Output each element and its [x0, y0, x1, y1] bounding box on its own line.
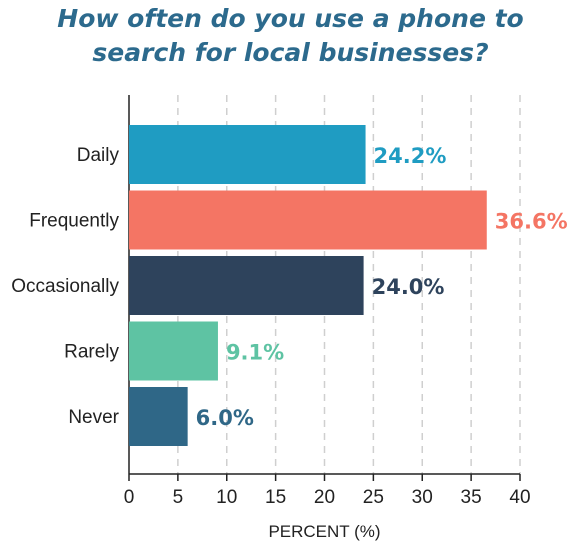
x-tick-label: 15 — [265, 487, 286, 508]
category-label: Never — [68, 407, 119, 428]
x-axis-title: PERCENT (%) — [268, 522, 380, 541]
x-tick-label: 35 — [461, 487, 482, 508]
chart-title: How often do you use a phone to search f… — [0, 0, 581, 70]
data-label: 9.1% — [226, 341, 284, 365]
x-tick-label: 5 — [173, 487, 184, 508]
x-tick-label: 10 — [216, 487, 237, 508]
data-label: 24.0% — [372, 275, 445, 299]
chart-title-line-2: search for local businesses? — [92, 38, 489, 67]
x-tick-label: 20 — [314, 487, 335, 508]
x-tick-label: 0 — [124, 487, 135, 508]
data-label: 24.2% — [374, 144, 447, 168]
x-tick-label: 25 — [363, 487, 384, 508]
x-tick-label: 30 — [412, 487, 433, 508]
category-label: Frequently — [29, 211, 119, 232]
data-label: 36.6% — [495, 210, 568, 234]
bar — [129, 125, 366, 184]
category-label: Daily — [77, 145, 120, 166]
bar — [129, 256, 364, 315]
bar — [129, 321, 218, 381]
chart-title-line-1: How often do you use a phone to — [57, 4, 524, 33]
category-label: Rarely — [64, 342, 119, 363]
category-label: Occasionally — [11, 276, 119, 297]
data-label: 6.0% — [196, 406, 254, 430]
bar — [129, 387, 188, 446]
x-tick-label: 40 — [509, 487, 530, 508]
bar — [129, 190, 487, 250]
